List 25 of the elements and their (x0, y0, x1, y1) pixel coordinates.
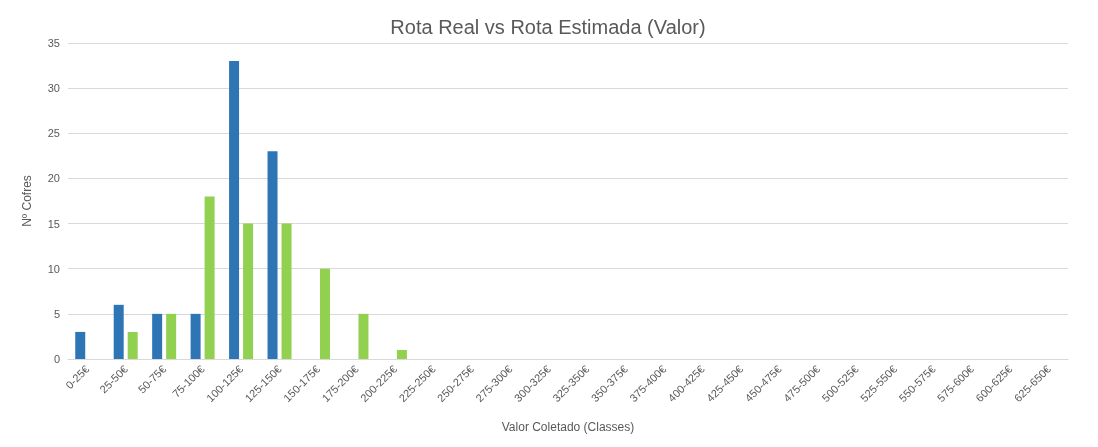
bar (204, 196, 215, 359)
y-axis-title: Nº Cofres (20, 175, 34, 227)
bar (75, 331, 86, 359)
y-tick-label: 25 (47, 127, 60, 140)
y-tick-label: 35 (47, 37, 60, 49)
bar (243, 223, 254, 359)
y-tick-label: 20 (47, 172, 60, 185)
bar (396, 349, 407, 359)
y-tick-label: 0 (53, 353, 60, 365)
bar (320, 268, 330, 359)
bar (358, 313, 369, 359)
bar (166, 313, 177, 359)
bar (229, 61, 240, 359)
y-tick-label: 5 (53, 307, 60, 320)
bar (113, 304, 124, 359)
chart-title: Rota Real vs Rota Estimada (Valor) (390, 16, 706, 38)
y-tick-label: 10 (47, 262, 60, 275)
bar (127, 331, 138, 359)
bar (267, 151, 278, 359)
y-tick-label: 30 (47, 82, 60, 95)
y-tick-label: 15 (47, 217, 60, 230)
bar (190, 313, 201, 359)
bar (281, 223, 292, 359)
x-axis-title: Valor Coletado (Classes) (501, 420, 635, 434)
bar (152, 313, 163, 359)
